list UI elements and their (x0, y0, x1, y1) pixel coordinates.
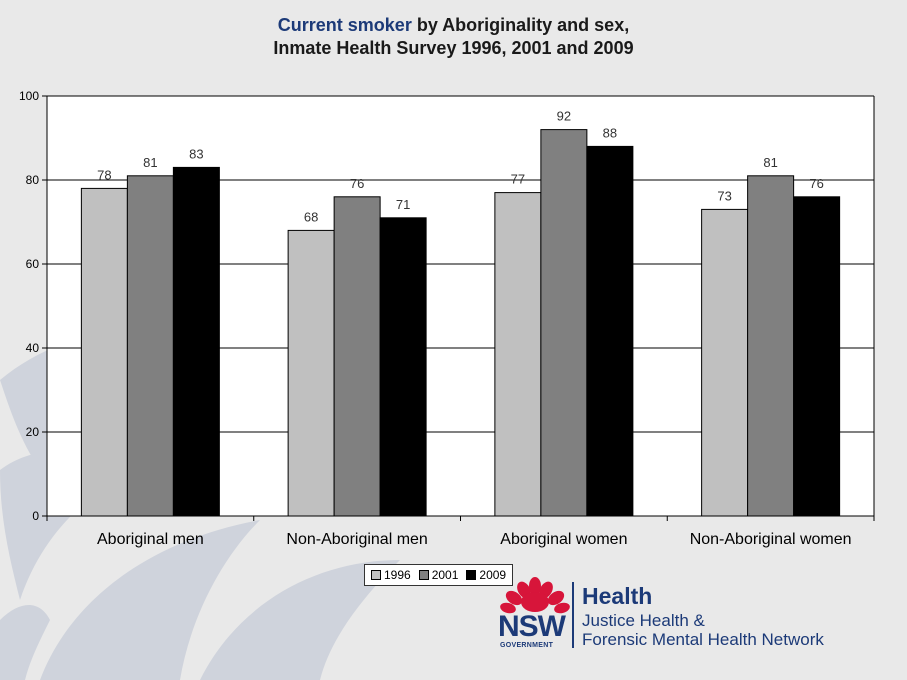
network-name-line2: Forensic Mental Health Network (582, 630, 824, 649)
logo-divider (572, 582, 574, 648)
bar-1996-0 (80, 187, 128, 517)
legend-item-2001: 2001 (418, 568, 459, 582)
data-label-1996-0: 78 (97, 167, 111, 182)
data-label-1996-2: 77 (511, 172, 525, 187)
y-tick-label-20: 20 (26, 425, 40, 439)
data-label-2009-3: 76 (809, 176, 823, 191)
data-label-2009-2: 88 (603, 125, 617, 140)
legend: 1996 2001 2009 (364, 564, 514, 586)
legend-label-2009: 2009 (479, 568, 507, 582)
y-tick-label-40: 40 (26, 341, 40, 355)
data-label-2009-0: 83 (189, 146, 203, 161)
x-tick-label-0: Aboriginal men (97, 531, 204, 548)
data-label-1996-1: 68 (304, 209, 318, 224)
data-label-2001-3: 81 (763, 155, 777, 170)
data-label-2001-2: 92 (557, 109, 571, 124)
data-label-2001-0: 81 (143, 155, 157, 170)
legend-label-2001: 2001 (431, 568, 459, 582)
waratah-icon (500, 577, 570, 614)
title-rest: by Aboriginality and sex, (411, 15, 630, 35)
chart-title: Current smoker by Aboriginality and sex,… (0, 14, 907, 60)
title-line2: Inmate Health Survey 1996, 2001 and 2009 (273, 38, 634, 58)
title-highlight: Current smoker (277, 15, 412, 35)
legend-label-1996: 1996 (384, 568, 411, 582)
bar-2009-3 (793, 196, 841, 517)
nsw-health-logo: NSW GOVERNMENT Health Justice Health & F… (496, 576, 876, 656)
bar-2001-2 (540, 129, 588, 517)
x-tick-label-1: Non-Aboriginal men (286, 531, 427, 548)
health-wordmark: Health (582, 583, 653, 609)
legend-swatch-2009 (466, 570, 477, 580)
y-tick-label-100: 100 (19, 89, 39, 103)
bar-2001-1 (333, 196, 381, 517)
y-tick-label-80: 80 (26, 173, 40, 187)
data-label-2009-1: 71 (396, 197, 410, 212)
data-label-1996-3: 73 (717, 188, 731, 203)
bar-2009-1 (379, 217, 427, 517)
bar-2009-0 (172, 166, 220, 517)
legend-swatch-2001 (418, 570, 429, 580)
x-tick-label-3: Non-Aboriginal women (690, 531, 852, 548)
bar-1996-1 (287, 229, 335, 517)
legend-item-1996: 1996 (371, 568, 411, 582)
y-tick-label-0: 0 (32, 509, 39, 523)
data-label-2001-1: 76 (350, 176, 364, 191)
government-label: GOVERNMENT (500, 642, 554, 649)
axes: 0 20 40 60 80 100 Aboriginal men Non-Aboriginal… (19, 89, 875, 548)
bar-1996-2 (494, 192, 542, 517)
data-labels: 78 81 83 68 76 71 77 92 88 73 81 76 (97, 109, 824, 225)
nsw-wordmark: NSW (498, 610, 566, 643)
bar-2001-0 (126, 175, 174, 517)
legend-swatch-1996 (371, 570, 381, 580)
bars (80, 129, 841, 517)
bar-2009-2 (586, 145, 634, 517)
bar-1996-3 (701, 208, 749, 517)
bar-2001-3 (747, 175, 795, 517)
network-name-line1: Justice Health & (582, 611, 705, 630)
legend-item-2009: 2009 (466, 568, 506, 582)
x-tick-label-2: Aboriginal women (500, 531, 627, 548)
y-tick-label-60: 60 (26, 257, 40, 271)
